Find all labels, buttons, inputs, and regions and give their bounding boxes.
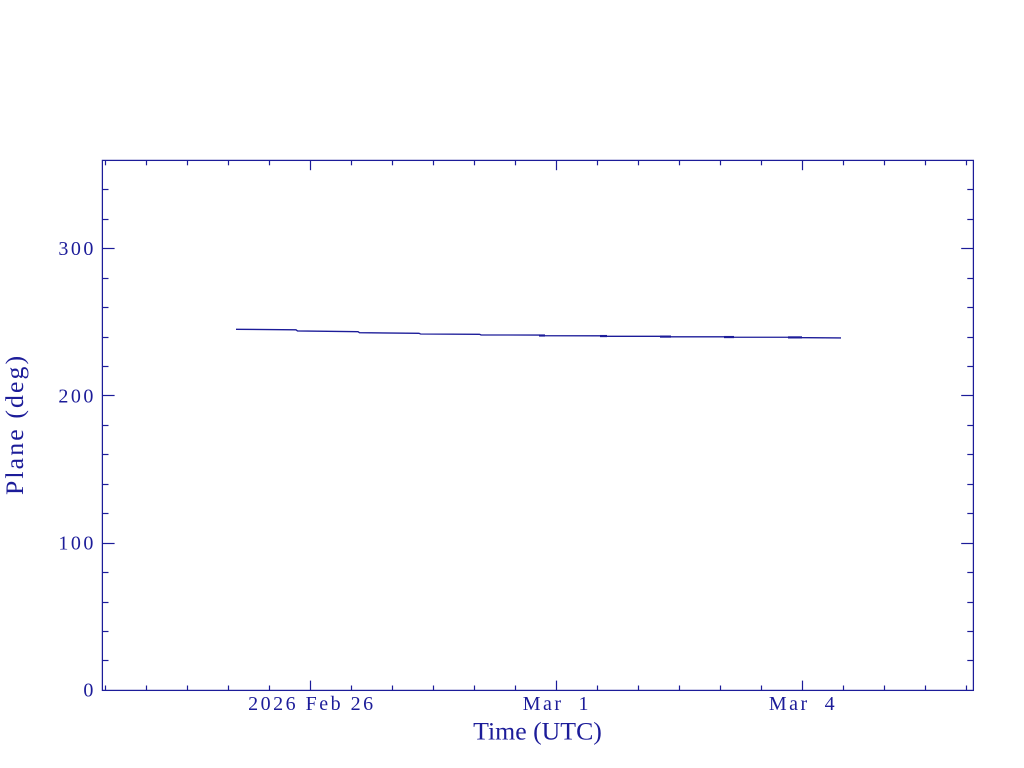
svg-text:Mar 1: Mar 1	[523, 693, 591, 715]
svg-text:Mar 4: Mar 4	[769, 693, 837, 715]
svg-text:300: 300	[58, 238, 96, 260]
svg-text:Plane (deg): Plane (deg)	[0, 354, 29, 495]
svg-text:2026 Feb 26: 2026 Feb 26	[248, 693, 376, 715]
svg-text:100: 100	[58, 533, 96, 555]
svg-text:Time (UTC): Time (UTC)	[473, 716, 602, 745]
svg-text:200: 200	[58, 385, 96, 407]
svg-text:0: 0	[83, 680, 96, 702]
